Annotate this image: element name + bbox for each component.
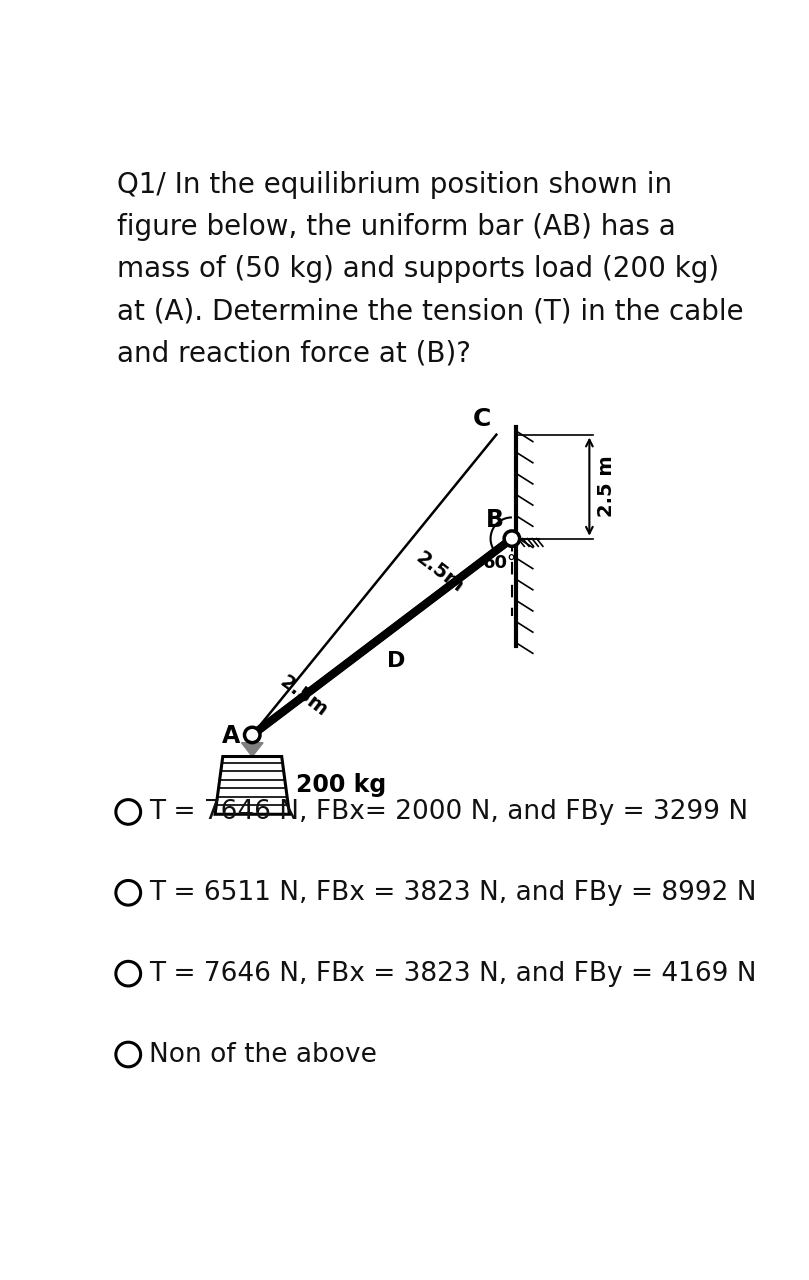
Polygon shape [241,742,263,756]
Text: A: A [222,724,239,749]
Text: 60°: 60° [483,554,517,572]
Polygon shape [250,536,514,737]
Circle shape [116,800,141,824]
Text: B: B [486,508,504,532]
Circle shape [116,961,141,986]
Text: 2.5m: 2.5m [276,672,331,721]
Text: Q1/ In the equilibrium position shown in
figure below, the uniform bar (AB) has : Q1/ In the equilibrium position shown in… [116,170,743,367]
Circle shape [244,727,260,742]
Circle shape [116,881,141,905]
Text: 2.5m: 2.5m [412,548,467,596]
Text: T = 7646 N, FBx= 2000 N, and FBy = 3299 N: T = 7646 N, FBx= 2000 N, and FBy = 3299 … [149,799,748,824]
Circle shape [504,531,519,547]
Text: T = 7646 N, FBx = 3823 N, and FBy = 4169 N: T = 7646 N, FBx = 3823 N, and FBy = 4169… [149,961,756,987]
Text: T = 6511 N, FBx = 3823 N, and FBy = 8992 N: T = 6511 N, FBx = 3823 N, and FBy = 8992… [149,879,756,906]
Text: D: D [387,650,405,671]
Text: 200 kg: 200 kg [295,773,386,797]
Circle shape [116,1042,141,1066]
Text: C: C [473,407,492,431]
Text: Non of the above: Non of the above [149,1042,377,1068]
Text: 2.5 m: 2.5 m [597,456,616,517]
